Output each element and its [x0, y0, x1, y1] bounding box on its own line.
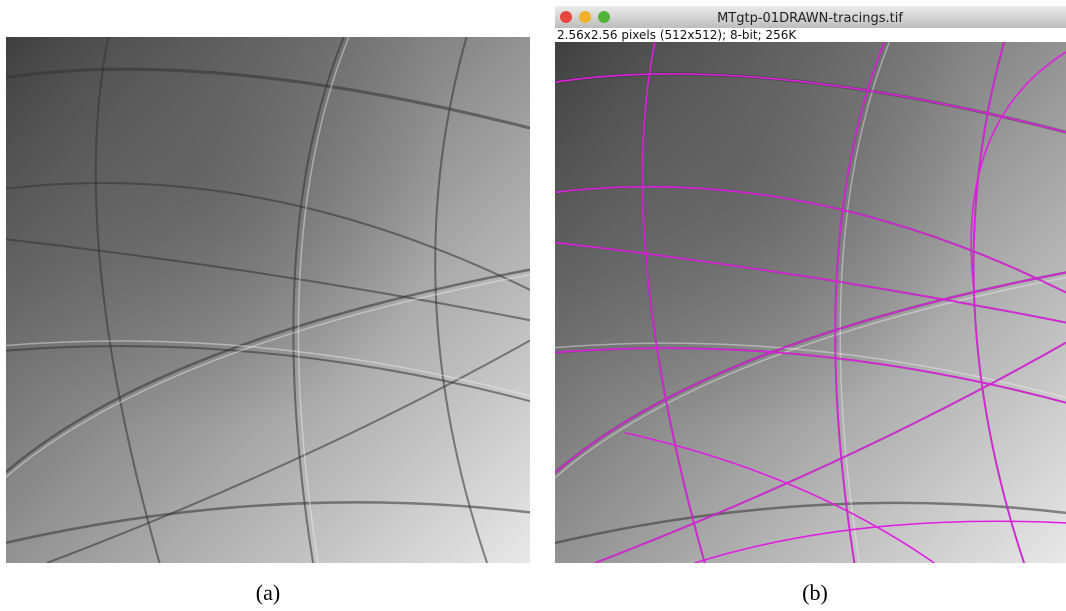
- image-info: 2.56x2.56 pixels (512x512); 8-bit; 256K: [557, 28, 797, 42]
- minimize-button[interactable]: [579, 11, 591, 23]
- panel-b: MTgtp-01DRAWN-tracings.tif 2.56x2.56 pix…: [555, 6, 1066, 605]
- zoom-button[interactable]: [598, 11, 610, 23]
- micrograph: [555, 42, 1066, 563]
- panel-a: (a): [6, 37, 530, 605]
- caption: (a): [256, 580, 280, 605]
- micrograph: [6, 37, 530, 563]
- window-title: MTgtp-01DRAWN-tracings.tif: [717, 11, 903, 26]
- figure: (a) MTgtp-01DRAWN-tracings.tif 2.56x2.56…: [0, 0, 1066, 611]
- page: (a) MTgtp-01DRAWN-tracings.tif 2.56x2.56…: [0, 0, 1066, 611]
- close-button[interactable]: [560, 11, 572, 23]
- caption: (b): [802, 580, 828, 605]
